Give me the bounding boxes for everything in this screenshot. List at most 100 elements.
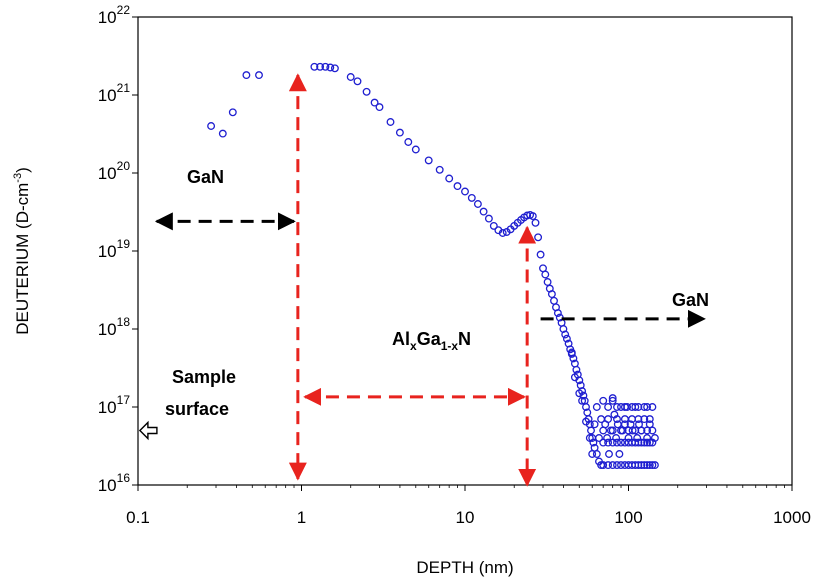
x-axis-label: DEPTH (nm) (416, 558, 513, 577)
data-point (645, 461, 654, 470)
data-point (543, 278, 552, 286)
data-point (634, 438, 643, 447)
data-point (637, 426, 646, 435)
algan-suffix: N (458, 329, 471, 349)
data-point (424, 156, 433, 165)
sample-surface-arrow-icon (138, 420, 158, 441)
data-point (531, 218, 540, 227)
algan-sub-x: x (410, 339, 417, 353)
data-point (582, 417, 590, 426)
annotation-sample-line2: surface (165, 399, 229, 419)
data-point (489, 221, 498, 230)
data-point (523, 211, 532, 220)
data-point (615, 450, 624, 458)
data-point (536, 250, 545, 259)
data-point (255, 71, 263, 80)
data-point (643, 403, 652, 411)
y-tick-label: 1018 (98, 315, 131, 339)
data-point (473, 200, 482, 208)
data-point (592, 403, 601, 411)
data-point (648, 461, 657, 470)
data-point (595, 434, 603, 442)
annotation-gan-top: GaN (187, 167, 224, 187)
data-points-layer (207, 62, 659, 470)
data-point (643, 426, 652, 435)
y-axis-label-main: DEUTERIUM (D-cm (13, 183, 32, 335)
data-point (613, 438, 621, 447)
y-tick-label: 1021 (98, 81, 131, 105)
data-point (633, 434, 642, 442)
data-point (588, 450, 597, 458)
data-point (640, 403, 649, 411)
data-point (547, 290, 556, 299)
data-point (582, 403, 590, 411)
data-point (608, 461, 617, 470)
data-point (604, 403, 613, 411)
y-tick-label: 1019 (98, 237, 131, 261)
data-point (617, 461, 625, 470)
data-point (228, 108, 237, 117)
data-point (534, 233, 543, 242)
data-point (541, 270, 550, 279)
data-point (498, 229, 507, 237)
data-point (218, 129, 227, 138)
y-tick-label: 1022 (98, 3, 131, 27)
x-tick-label: 10 (456, 508, 475, 527)
arrows-layer (138, 73, 706, 487)
annotation-gan-right: GaN (672, 290, 709, 310)
y-axis-label: DEUTERIUM (D-cm-3) (12, 167, 32, 335)
data-point (599, 438, 608, 447)
data-point (599, 396, 608, 405)
data-point (575, 389, 584, 398)
data-point (604, 415, 613, 424)
x-tick-label: 1 (297, 508, 306, 527)
x-tick-label: 0.1 (126, 508, 150, 527)
data-point (386, 118, 395, 126)
data-point (479, 207, 488, 216)
data-point (585, 434, 594, 442)
data-point (608, 426, 617, 435)
x-tick-label: 100 (614, 508, 642, 527)
data-point (640, 461, 649, 470)
data-point (608, 396, 617, 405)
plot-area-frame (137, 16, 793, 486)
data-point (643, 438, 652, 447)
data-point (395, 128, 404, 137)
data-point (578, 396, 587, 405)
algan-sub-1-x: 1-x (441, 339, 459, 353)
data-point (631, 403, 640, 411)
data-point (613, 415, 621, 424)
data-point (562, 334, 571, 343)
data-point (321, 62, 330, 71)
data-point (608, 438, 617, 447)
data-point (620, 420, 629, 429)
algan-mid: Ga (417, 329, 442, 349)
data-point (617, 438, 625, 447)
data-point (572, 365, 581, 374)
data-point (650, 461, 659, 470)
data-point (604, 461, 613, 470)
data-point (567, 348, 576, 357)
data-point (461, 187, 469, 196)
y-tick-label: 1017 (98, 393, 131, 417)
y-axis-label-close: ) (13, 167, 32, 173)
data-point (242, 71, 251, 80)
ticks-layer: 0.1 1 10 100 1000 1016 1017 1018 1019 1020 1021 102… (98, 3, 811, 527)
data-point (640, 438, 649, 447)
data-point (645, 438, 654, 447)
data-point (592, 450, 601, 458)
data-point (613, 403, 621, 411)
data-point (404, 138, 413, 146)
data-point (617, 426, 625, 435)
data-point (310, 62, 319, 71)
data-point (599, 426, 608, 435)
x-tick-label: 1000 (773, 508, 811, 527)
data-point (634, 403, 643, 411)
data-point (528, 212, 537, 221)
data-point (637, 438, 646, 447)
data-point (484, 214, 493, 223)
data-point (411, 145, 420, 154)
data-point (207, 122, 216, 130)
data-point (634, 415, 643, 424)
